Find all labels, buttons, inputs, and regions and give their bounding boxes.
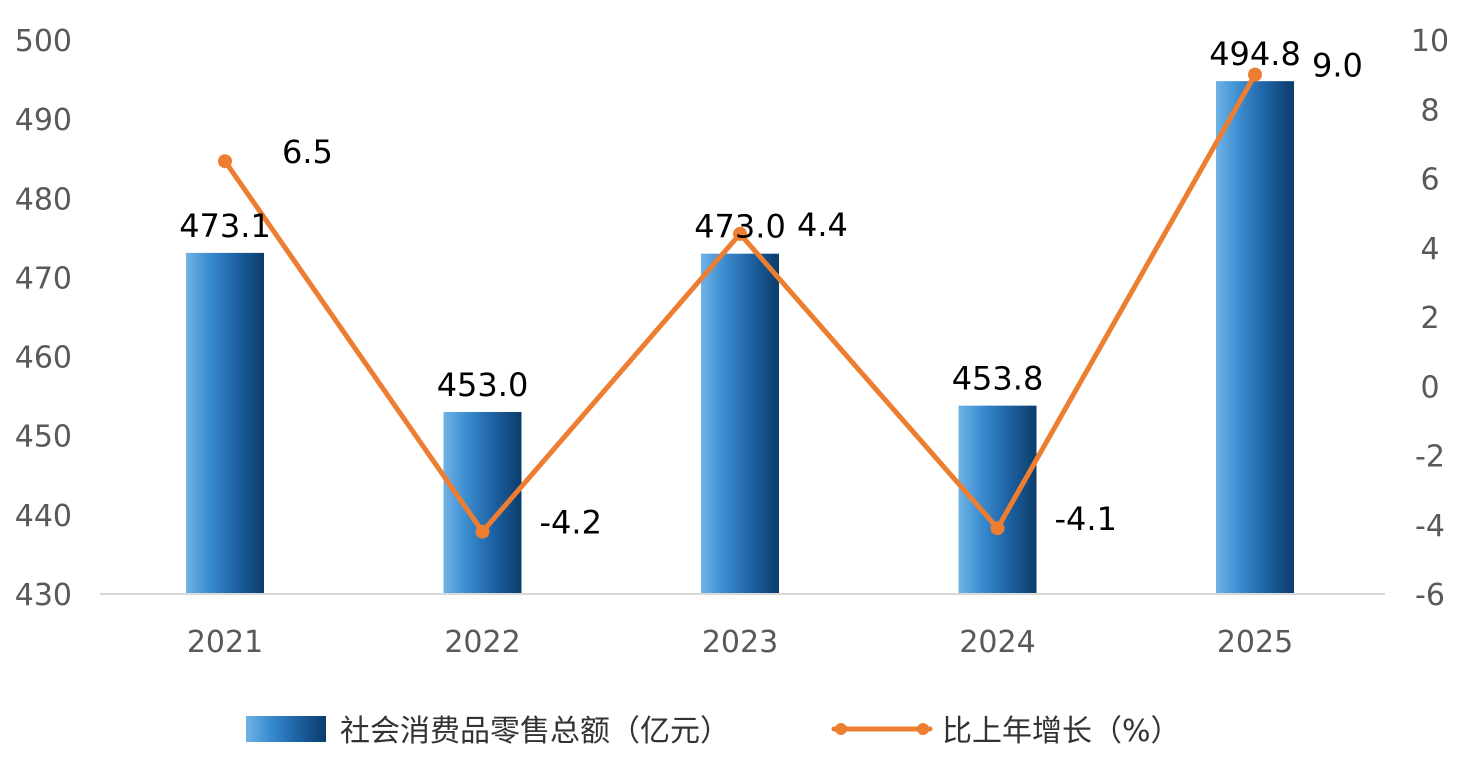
right-axis-tick-label: 8 <box>1420 93 1439 128</box>
right-axis-tick-label: 4 <box>1420 232 1439 267</box>
right-axis-tick-label: -4 <box>1415 509 1445 544</box>
right-axis-tick-label: -2 <box>1415 440 1445 475</box>
growth-point <box>475 524 490 539</box>
growth-value-label: 4.4 <box>797 206 848 244</box>
bar-data-labels: 473.1 453.0 473.0 453.8 494.8 <box>179 35 1301 404</box>
left-axis-tick-label: 450 <box>15 420 72 455</box>
x-axis-tick-label: 2024 <box>959 625 1035 660</box>
legend-bar-swatch <box>246 716 326 742</box>
bar-value-label: 453.0 <box>437 366 529 404</box>
growth-point <box>218 154 232 169</box>
right-axis: 10 8 6 4 2 0 -2 -4 -6 <box>1411 24 1449 613</box>
growth-value-label: 6.5 <box>282 133 333 171</box>
left-axis-tick-label: 500 <box>15 24 72 59</box>
bar <box>701 253 779 594</box>
legend-bar-label: 社会消费品零售总额（亿元） <box>340 714 730 749</box>
x-axis: 2021 2022 2023 2024 2025 <box>187 625 1293 660</box>
legend-line-label: 比上年增长（%） <box>942 714 1181 749</box>
left-axis-tick-label: 460 <box>15 341 72 376</box>
line-series <box>218 67 1262 539</box>
x-axis-tick-label: 2025 <box>1217 625 1293 660</box>
legend-line-marker-left <box>835 723 847 735</box>
x-axis-tick-label: 2021 <box>187 625 263 660</box>
bar <box>186 252 264 594</box>
line-data-labels: 6.5 -4.2 4.4 -4.1 9.0 <box>282 47 1363 542</box>
growth-value-label: -4.2 <box>540 504 602 542</box>
right-axis-tick-label: 2 <box>1420 301 1439 336</box>
x-axis-tick-label: 2023 <box>702 625 778 660</box>
left-axis-tick-label: 440 <box>15 499 72 534</box>
bar-value-label: 473.1 <box>179 207 271 245</box>
legend: 社会消费品零售总额（亿元） 比上年增长（%） <box>246 714 1181 749</box>
left-axis-tick-label: 470 <box>15 261 72 296</box>
growth-value-label: 9.0 <box>1312 47 1363 85</box>
growth-value-label: -4.1 <box>1055 500 1117 538</box>
left-axis-tick-label: 430 <box>15 578 72 613</box>
right-axis-tick-label: 10 <box>1411 24 1449 59</box>
bar <box>1216 81 1294 594</box>
right-axis-tick-label: 0 <box>1420 370 1439 405</box>
bar-value-label: 494.8 <box>1209 35 1301 73</box>
left-axis-tick-label: 490 <box>15 103 72 138</box>
left-axis-tick-label: 480 <box>15 182 72 217</box>
growth-point <box>1248 67 1262 82</box>
bar-value-label: 473.0 <box>694 208 786 246</box>
x-axis-tick-label: 2022 <box>444 625 520 660</box>
bar-value-label: 453.8 <box>952 360 1044 398</box>
bar-series <box>186 81 1294 594</box>
growth-point <box>990 521 1005 536</box>
growth-point <box>733 226 747 241</box>
right-axis-tick-label: -6 <box>1415 578 1445 613</box>
right-axis-tick-label: 6 <box>1420 163 1439 198</box>
legend-line-marker-right <box>917 723 929 735</box>
left-axis: 500 490 480 470 460 450 440 430 <box>15 24 72 613</box>
